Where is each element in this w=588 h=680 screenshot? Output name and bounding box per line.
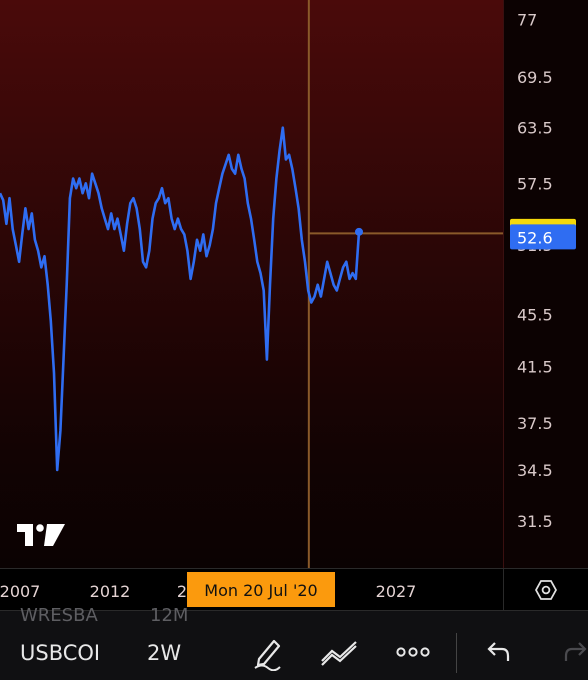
hexagon-gear-icon bbox=[535, 580, 557, 600]
y-tick-label: 69.5 bbox=[517, 68, 553, 87]
redo-icon[interactable] bbox=[562, 641, 588, 663]
series-line bbox=[0, 126, 361, 472]
y-tick-label: 45.5 bbox=[517, 306, 553, 325]
interval-button[interactable]: 2W bbox=[147, 641, 182, 665]
last-point-marker bbox=[355, 227, 363, 236]
more-dots-icon[interactable] bbox=[396, 645, 430, 659]
crosshair-price-label: 52.6 bbox=[517, 228, 553, 247]
plot-svg bbox=[0, 0, 503, 568]
y-tick-label: 41.5 bbox=[517, 357, 553, 376]
trend-lines-icon[interactable] bbox=[320, 639, 360, 667]
time-axis[interactable]: 2007 2012 2 2027 Mon 20 Jul '20 bbox=[0, 568, 503, 611]
y-tick-label: 63.5 bbox=[517, 119, 553, 138]
toolbar-divider bbox=[456, 633, 457, 673]
bottom-toolbar: WRESBA 12M USBCOI 2W bbox=[0, 605, 588, 680]
y-tick-label: 37.5 bbox=[517, 414, 553, 433]
chart-settings-button[interactable] bbox=[503, 568, 588, 611]
y-tick-label: 31.5 bbox=[517, 512, 553, 531]
symbol-button[interactable]: USBCOI bbox=[20, 641, 101, 665]
time-axis-svg: 2007 2012 2 2027 Mon 20 Jul '20 bbox=[0, 572, 417, 607]
pencil-icon[interactable] bbox=[250, 635, 284, 671]
ghost-interval: 12M bbox=[150, 605, 189, 626]
undo-icon[interactable] bbox=[486, 641, 512, 663]
y-tick-label: 57.5 bbox=[517, 174, 553, 193]
tradingview-logo-icon bbox=[17, 524, 65, 546]
crosshair-date-label: Mon 20 Jul '20 bbox=[204, 581, 317, 600]
price-axis-svg: 7769.563.557.551.545.541.537.534.531.552… bbox=[510, 11, 576, 531]
price-axis[interactable]: 7769.563.557.551.545.541.537.534.531.552… bbox=[503, 0, 588, 568]
crosshair-price-badge bbox=[510, 224, 576, 250]
y-tick-label: 77 bbox=[517, 11, 537, 30]
x-tick-label: 2012 bbox=[90, 582, 131, 601]
x-tick-label: 2007 bbox=[0, 582, 40, 601]
x-tick-label: 2 bbox=[177, 582, 187, 601]
y-tick-label: 34.5 bbox=[517, 461, 553, 480]
x-tick-label: 2027 bbox=[376, 582, 417, 601]
chart-pane[interactable] bbox=[0, 0, 503, 568]
crosshair-date-badge bbox=[187, 572, 335, 607]
ghost-symbol: WRESBA bbox=[20, 605, 98, 626]
